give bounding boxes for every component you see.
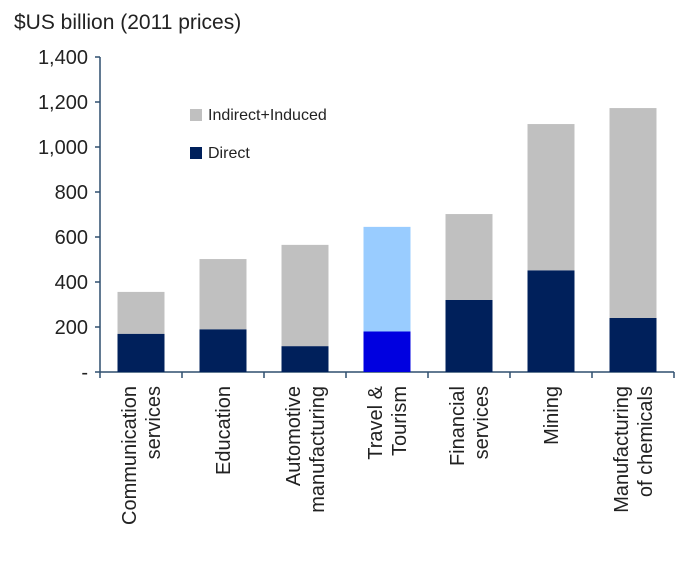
x-category-label: services (143, 386, 165, 459)
y-tick-label: 1,400 (38, 47, 88, 69)
bar-indirect-induced (527, 124, 575, 271)
bar-indirect-induced (445, 214, 493, 300)
x-category-label: of chemicals (635, 386, 657, 497)
bar-direct (363, 331, 411, 372)
legend-swatch (190, 147, 202, 159)
x-category-label: services (471, 386, 493, 459)
y-tick-label: 200 (55, 317, 88, 339)
bar-indirect-induced (609, 108, 657, 318)
y-tick-label: 600 (55, 227, 88, 249)
x-category-label: Tourism (389, 386, 411, 456)
y-tick-label: 1,000 (38, 137, 88, 159)
x-category-label: Financial (447, 386, 469, 466)
bar-direct (199, 329, 247, 372)
bar-direct (527, 270, 575, 372)
x-category-label: Automotive (283, 386, 305, 486)
x-category-label: Manufacturing (611, 386, 633, 513)
bar-direct (609, 318, 657, 372)
x-category-label: Travel & (365, 385, 387, 459)
x-category-label: Education (213, 386, 235, 475)
y-tick-label: 800 (55, 182, 88, 204)
bar-indirect-induced (363, 226, 411, 332)
x-category-label: manufacturing (307, 386, 329, 513)
legend-swatch (190, 109, 202, 121)
bar-indirect-induced (117, 291, 165, 334)
bar-direct (117, 333, 165, 372)
y-tick-label: 1,200 (38, 92, 88, 114)
y-tick-label: 400 (55, 272, 88, 294)
legend-label: Indirect+Induced (208, 107, 327, 124)
chart-title: $US billion (2011 prices) (14, 11, 241, 34)
x-category-label: Mining (541, 386, 563, 445)
bar-direct (281, 346, 329, 372)
x-category-label: Communication (119, 386, 141, 525)
bar-indirect-induced (281, 244, 329, 347)
bar-indirect-induced (199, 259, 247, 330)
bar-direct (445, 300, 493, 372)
y-tick-label: - (81, 362, 88, 384)
legend-label: Direct (208, 145, 250, 162)
